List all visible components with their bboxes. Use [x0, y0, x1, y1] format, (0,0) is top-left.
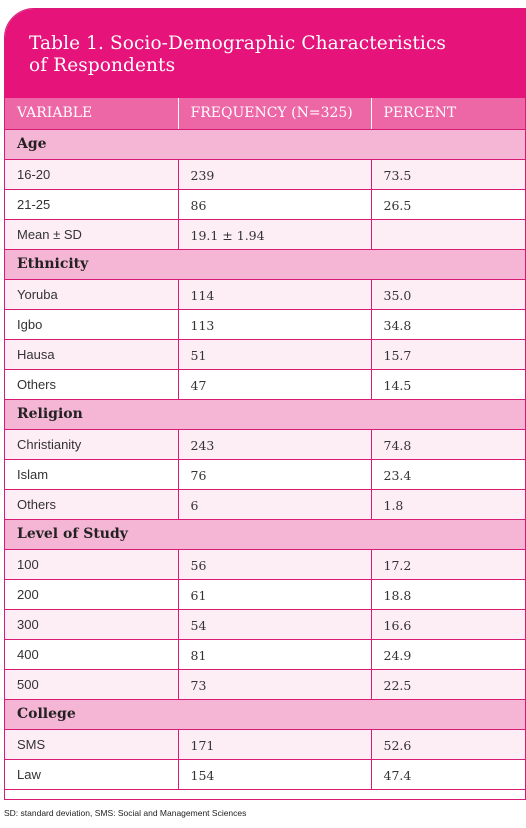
frequency-cell: 239 — [178, 159, 372, 190]
row-label-cell: 300 — [5, 609, 179, 640]
column-header-percent: PERCENT — [371, 98, 525, 130]
percent-cell: 24.9 — [371, 639, 525, 670]
percent-cell: 18.8 — [371, 579, 525, 610]
percent-cell: 35.0 — [371, 279, 525, 310]
row-label-cell: Law — [5, 759, 179, 790]
percent-cell: 26.5 — [371, 189, 525, 220]
row-label-cell: Others — [5, 369, 179, 400]
table-row: 200 61 18.8 — [5, 579, 525, 610]
row-label-cell: 100 — [5, 549, 179, 580]
table-row: Others 6 1.8 — [5, 489, 525, 520]
percent-cell: 22.5 — [371, 669, 525, 700]
frequency-cell: 19.1 ± 1.94 — [178, 219, 372, 250]
group-label: Ethnicity — [5, 249, 525, 280]
row-label-cell: Islam — [5, 459, 179, 490]
percent-cell: 74.8 — [371, 429, 525, 460]
table-row: Mean ± SD 19.1 ± 1.94 — [5, 219, 525, 250]
row-label-cell: Igbo — [5, 309, 179, 340]
percent-cell — [371, 219, 525, 250]
frequency-cell: 51 — [178, 339, 372, 370]
group-label: Level of Study — [5, 519, 525, 550]
table-row: 21-25 86 26.5 — [5, 189, 525, 220]
group-label: Age — [5, 129, 525, 160]
table-title: Table 1. Socio-Demographic Characteristi… — [5, 9, 525, 98]
row-label-cell: 200 — [5, 579, 179, 610]
table-header-row: VARIABLE FREQUENCY (N=325) PERCENT — [5, 98, 525, 130]
table-row: SMS 171 52.6 — [5, 729, 525, 760]
percent-cell: 16.6 — [371, 609, 525, 640]
row-label-cell: Hausa — [5, 339, 179, 370]
table-title-line-2: of Respondents — [29, 55, 176, 76]
demographics-table: VARIABLE FREQUENCY (N=325) PERCENT Age 16… — [5, 98, 525, 790]
row-label-cell: 400 — [5, 639, 179, 670]
table-body: Age 16-20 239 73.5 21-25 86 26.5 Mean ± SD 19.1 … — [5, 129, 525, 790]
row-label-cell: Mean ± SD — [5, 219, 179, 250]
group-header-row: Ethnicity — [5, 249, 525, 280]
row-label-cell: Others — [5, 489, 179, 520]
table-row: 100 56 17.2 — [5, 549, 525, 580]
frequency-cell: 154 — [178, 759, 372, 790]
table-row: Igbo 113 34.8 — [5, 309, 525, 340]
percent-cell: 15.7 — [371, 339, 525, 370]
frequency-cell: 113 — [178, 309, 372, 340]
group-header-row: Level of Study — [5, 519, 525, 550]
group-label: College — [5, 699, 525, 730]
table-row: 400 81 24.9 — [5, 639, 525, 670]
frequency-cell: 114 — [178, 279, 372, 310]
group-label: Religion — [5, 399, 525, 430]
percent-cell: 14.5 — [371, 369, 525, 400]
table-row: Others 47 14.5 — [5, 369, 525, 400]
frequency-cell: 47 — [178, 369, 372, 400]
table-row: 300 54 16.6 — [5, 609, 525, 640]
frequency-cell: 6 — [178, 489, 372, 520]
percent-cell: 47.4 — [371, 759, 525, 790]
row-label-cell: Christianity — [5, 429, 179, 460]
column-header-variable: VARIABLE — [5, 98, 179, 130]
frequency-cell: 54 — [178, 609, 372, 640]
percent-cell: 34.8 — [371, 309, 525, 340]
frequency-cell: 81 — [178, 639, 372, 670]
group-header-row: College — [5, 699, 525, 730]
percent-cell: 73.5 — [371, 159, 525, 190]
frequency-cell: 73 — [178, 669, 372, 700]
row-label-cell: 21-25 — [5, 189, 179, 220]
table-row: Hausa 51 15.7 — [5, 339, 525, 370]
row-label-cell: 500 — [5, 669, 179, 700]
table-row: Yoruba 114 35.0 — [5, 279, 525, 310]
percent-cell: 1.8 — [371, 489, 525, 520]
frequency-cell: 76 — [178, 459, 372, 490]
group-header-row: Religion — [5, 399, 525, 430]
percent-cell: 17.2 — [371, 549, 525, 580]
frequency-cell: 243 — [178, 429, 372, 460]
table-row: Christianity 243 74.8 — [5, 429, 525, 460]
percent-cell: 23.4 — [371, 459, 525, 490]
frequency-cell: 56 — [178, 549, 372, 580]
group-header-row: Age — [5, 129, 525, 160]
frequency-cell: 171 — [178, 729, 372, 760]
table-row: 16-20 239 73.5 — [5, 159, 525, 190]
column-header-frequency: FREQUENCY (N=325) — [178, 98, 372, 130]
percent-cell: 52.6 — [371, 729, 525, 760]
table-row: 500 73 22.5 — [5, 669, 525, 700]
frequency-cell: 86 — [178, 189, 372, 220]
table-footnote: SD: standard deviation, SMS: Social and … — [4, 808, 247, 818]
table-row: Islam 76 23.4 — [5, 459, 525, 490]
table-title-line-1: Table 1. Socio-Demographic Characteristi… — [29, 33, 446, 54]
table-row: Law 154 47.4 — [5, 759, 525, 790]
row-label-cell: Yoruba — [5, 279, 179, 310]
frequency-cell: 61 — [178, 579, 372, 610]
row-label-cell: SMS — [5, 729, 179, 760]
row-label-cell: 16-20 — [5, 159, 179, 190]
table-card: Table 1. Socio-Demographic Characteristi… — [4, 8, 526, 800]
